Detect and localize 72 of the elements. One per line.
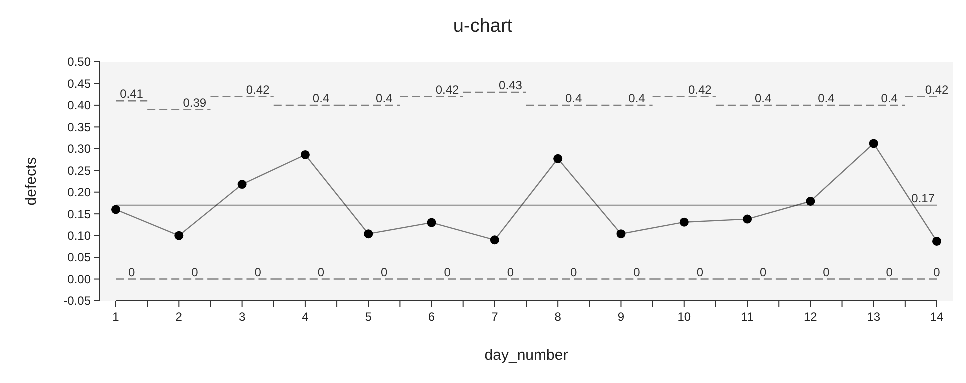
data-label: 0 [934,265,941,280]
y-tick-label: 0.45 [68,76,92,91]
x-tick-label: 5 [365,310,372,324]
data-label: 0 [886,265,894,280]
data-label: 0.42 [925,82,949,97]
data-label: 0 [696,265,704,280]
point [616,230,626,239]
data-label: 0.4 [628,91,646,106]
y-tick-label: 0.50 [68,55,92,70]
point [490,236,500,245]
y-tick-label: 0.25 [68,164,92,178]
point [238,180,247,190]
y-tick-label: 0.10 [68,229,92,244]
data-label: 0 [444,265,452,280]
x-tick-label: 7 [492,310,499,324]
point [112,205,120,214]
point [743,214,752,224]
ref-line-label: 0.17 [912,191,936,206]
x-tick-label: 13 [867,310,881,324]
x-tick-label: 12 [804,310,818,324]
data-label: 0.4 [566,91,583,106]
data-label: 0.4 [818,91,836,106]
point [869,139,878,148]
x-tick-label: 4 [302,310,310,324]
chart-title: u-chart [453,16,514,37]
data-label: 0 [254,265,262,280]
x-axis-title: day_number [484,347,568,364]
x-tick-label: 6 [428,310,436,324]
data-label: 0 [760,265,767,280]
point [680,218,689,227]
y-tick-label: 0.30 [68,142,92,156]
data-label: 0.42 [436,82,460,97]
data-label: 0.4 [754,91,772,106]
x-tick-label: 10 [678,310,692,324]
data-label: 0 [318,265,325,280]
point [806,196,816,206]
data-label: 0 [192,265,199,280]
x-tick-label: 2 [176,310,183,324]
data-label: 0 [823,265,830,280]
x-tick-label: 3 [238,310,246,324]
point [364,230,374,239]
x-tick-label: 8 [554,310,562,324]
data-label: 0.42 [688,82,712,97]
data-label: 0.39 [183,96,207,110]
y-axis-title: defects [23,157,40,206]
data-label: 0 [570,265,578,280]
x-tick-label: 9 [618,310,625,324]
y-tick-label: 0.15 [68,207,92,222]
point [174,231,184,240]
x-tick-label: 11 [741,310,754,324]
y-tick-label: 0.40 [68,98,92,113]
y-tick-label: 0.35 [68,120,92,134]
point [932,236,942,246]
point [300,150,310,160]
data-label: 0.4 [312,91,330,106]
data-label: 0.41 [120,87,144,102]
y-tick-label: 0.20 [68,186,92,200]
y-tick-label: -0.05 [64,294,92,308]
y-tick-label: 0.00 [68,272,92,286]
data-label: 0.4 [881,91,898,106]
point [427,218,436,228]
data-label: 0.42 [246,82,270,97]
y-tick-label: 0.05 [68,250,92,265]
data-label: 0 [507,265,514,280]
x-tick-label: 1 [112,310,120,324]
data-label: 0.43 [499,78,523,92]
data-label: 0.4 [376,91,394,106]
data-label: 0 [128,265,136,280]
data-label: 0 [634,265,641,280]
point [554,154,563,164]
data-label: 0 [381,265,388,280]
x-tick-label: 14 [930,310,944,324]
